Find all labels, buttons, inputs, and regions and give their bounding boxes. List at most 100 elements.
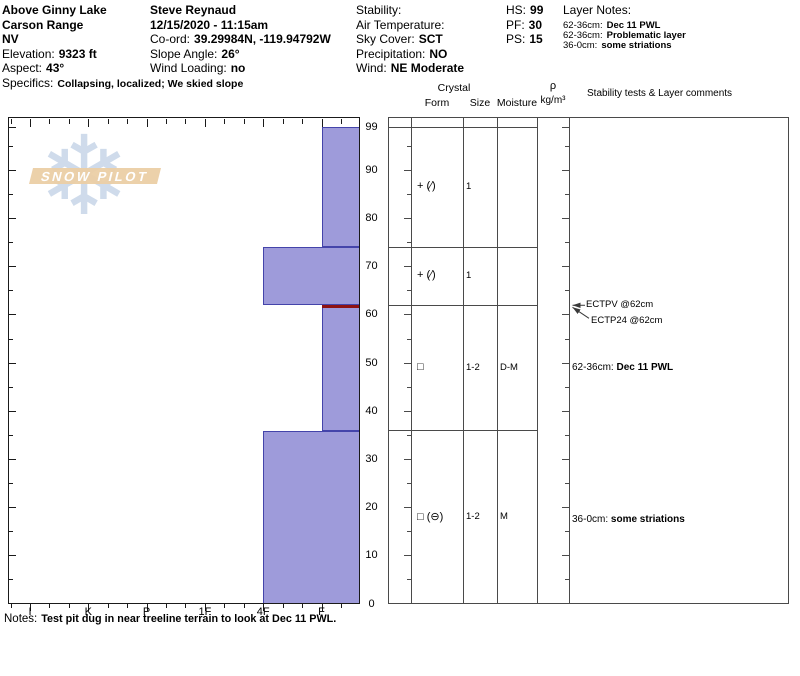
table-vline	[411, 117, 412, 604]
depth-tick	[8, 266, 16, 268]
depth-tick	[8, 507, 16, 509]
specifics-line: Specifics: Collapsing, localized; We skie…	[2, 76, 243, 92]
depth-label: 60	[365, 308, 378, 321]
hardness-tick	[68, 604, 70, 608]
snowpilot-logo: ❄ SNOW PILOT	[29, 120, 180, 260]
elevation-value: 9323 ft	[58, 46, 97, 61]
hardness-tick	[127, 604, 129, 608]
depth-tick	[565, 579, 569, 581]
layer-note-text: some striations	[601, 40, 672, 52]
wind-loading-label: Wind Loading:	[150, 61, 227, 76]
hardness-tick	[302, 604, 304, 608]
depth-tick	[562, 126, 569, 128]
hardness-label: K	[84, 606, 92, 618]
ps-line: PS: 15	[506, 32, 543, 47]
layer-comment: 62-36cm: Dec 11 PWL	[572, 362, 673, 373]
hardness-tick	[282, 604, 284, 608]
hardness-tick	[88, 604, 90, 611]
hardness-tick	[10, 604, 12, 608]
depth-tick	[8, 218, 16, 220]
layer-comment-range: 36-0cm:	[572, 513, 611, 525]
layer-note-range: 36-0cm:	[563, 40, 598, 52]
hardness-tick	[224, 604, 226, 608]
pf-line: PF: 30	[506, 18, 543, 33]
sky-cover-value: SCT	[418, 32, 443, 47]
depth-tick	[407, 386, 411, 388]
depth-label: 0	[368, 597, 375, 610]
stability-comments-header: Stability tests & Layer comments	[587, 88, 733, 99]
layer-comment-text: Dec 11 PWL	[616, 361, 674, 373]
depth-tick	[404, 410, 411, 412]
grain-size-cell: 1	[466, 270, 472, 282]
crystal-header: Crystal	[437, 82, 471, 94]
layer-bar	[263, 430, 360, 604]
depth-tick	[565, 242, 569, 244]
table-row-line	[388, 430, 537, 432]
depth-tick	[565, 434, 569, 436]
sky-cover-line: Sky Cover: SCT	[356, 32, 464, 47]
crystal-form-cell: □	[417, 360, 424, 373]
layer-bar	[321, 127, 360, 248]
hardness-tick	[166, 118, 168, 124]
depth-tick	[565, 338, 569, 340]
problem-layer-line	[321, 304, 360, 308]
header-observer: Steve Reynaud 12/15/2020 - 11:15am Co-or…	[150, 3, 331, 76]
depth-tick	[8, 555, 16, 557]
depth-tick	[8, 314, 16, 316]
depth-tick	[565, 386, 569, 388]
range-name: Carson Range	[2, 17, 84, 32]
sky-cover-label: Sky Cover:	[356, 32, 415, 47]
depth-label: 80	[365, 212, 378, 225]
depth-tick	[407, 290, 411, 292]
slope-angle-label: Slope Angle:	[150, 46, 218, 61]
hardness-tick	[224, 118, 226, 124]
depth-tick	[8, 242, 13, 244]
hardness-label: 4F	[256, 606, 270, 618]
depth-label: 70	[365, 260, 378, 273]
hardness-tick	[321, 604, 323, 611]
depth-tick	[404, 555, 411, 557]
hardness-tick	[243, 604, 245, 608]
wind-line: Wind: NE Moderate	[356, 61, 464, 76]
crystal-form-cell: + (∕)	[417, 180, 436, 193]
depth-tick	[8, 386, 13, 388]
depth-label: 20	[365, 501, 378, 514]
depth-tick	[562, 458, 569, 460]
hardness-tick	[68, 118, 70, 124]
depth-tick	[8, 169, 16, 171]
depth-tick	[407, 145, 411, 147]
pit-notes: Notes: Test pit dug in near treeline terr…	[4, 613, 336, 625]
ps-value: 15	[529, 32, 543, 47]
hardness-tick	[204, 118, 206, 127]
hardness-tick	[88, 118, 90, 127]
hardness-tick	[30, 118, 31, 127]
coord-value: 39.29984N, -119.94792W	[194, 32, 331, 47]
table-vline	[388, 117, 389, 604]
layer-comment-text: some striations	[610, 513, 685, 525]
depth-tick	[562, 314, 569, 316]
moisture-cell: M	[500, 511, 508, 523]
hardness-tick	[107, 604, 109, 608]
layer-note-range: 62-36cm:	[563, 30, 603, 41]
size-header: Size	[469, 97, 491, 109]
density-header: ρ	[549, 80, 557, 92]
air-temp-line: Air Temperature:	[356, 17, 445, 32]
depth-tick	[565, 193, 569, 195]
table-row-line	[388, 126, 537, 128]
header-layer-notes: Layer Notes: 62-36cm: Dec 11 PWL 62-36cm:…	[563, 3, 686, 52]
depth-tick	[8, 483, 13, 485]
table-vline	[537, 117, 538, 604]
hardness-tick	[30, 604, 31, 611]
coord-label: Co-ord:	[150, 32, 191, 47]
hs-line: HS: 99	[506, 3, 543, 18]
hardness-tick	[204, 604, 206, 611]
layer-comment: 36-0cm: some striations	[572, 514, 685, 525]
grain-size-cell: 1-2	[466, 511, 480, 523]
ps-label: PS:	[506, 32, 526, 47]
depth-tick	[565, 290, 569, 292]
depth-label: 30	[365, 452, 378, 465]
layer-notes-title: Layer Notes:	[563, 3, 632, 17]
depth-tick	[8, 362, 16, 364]
hardness-tick	[146, 604, 148, 611]
